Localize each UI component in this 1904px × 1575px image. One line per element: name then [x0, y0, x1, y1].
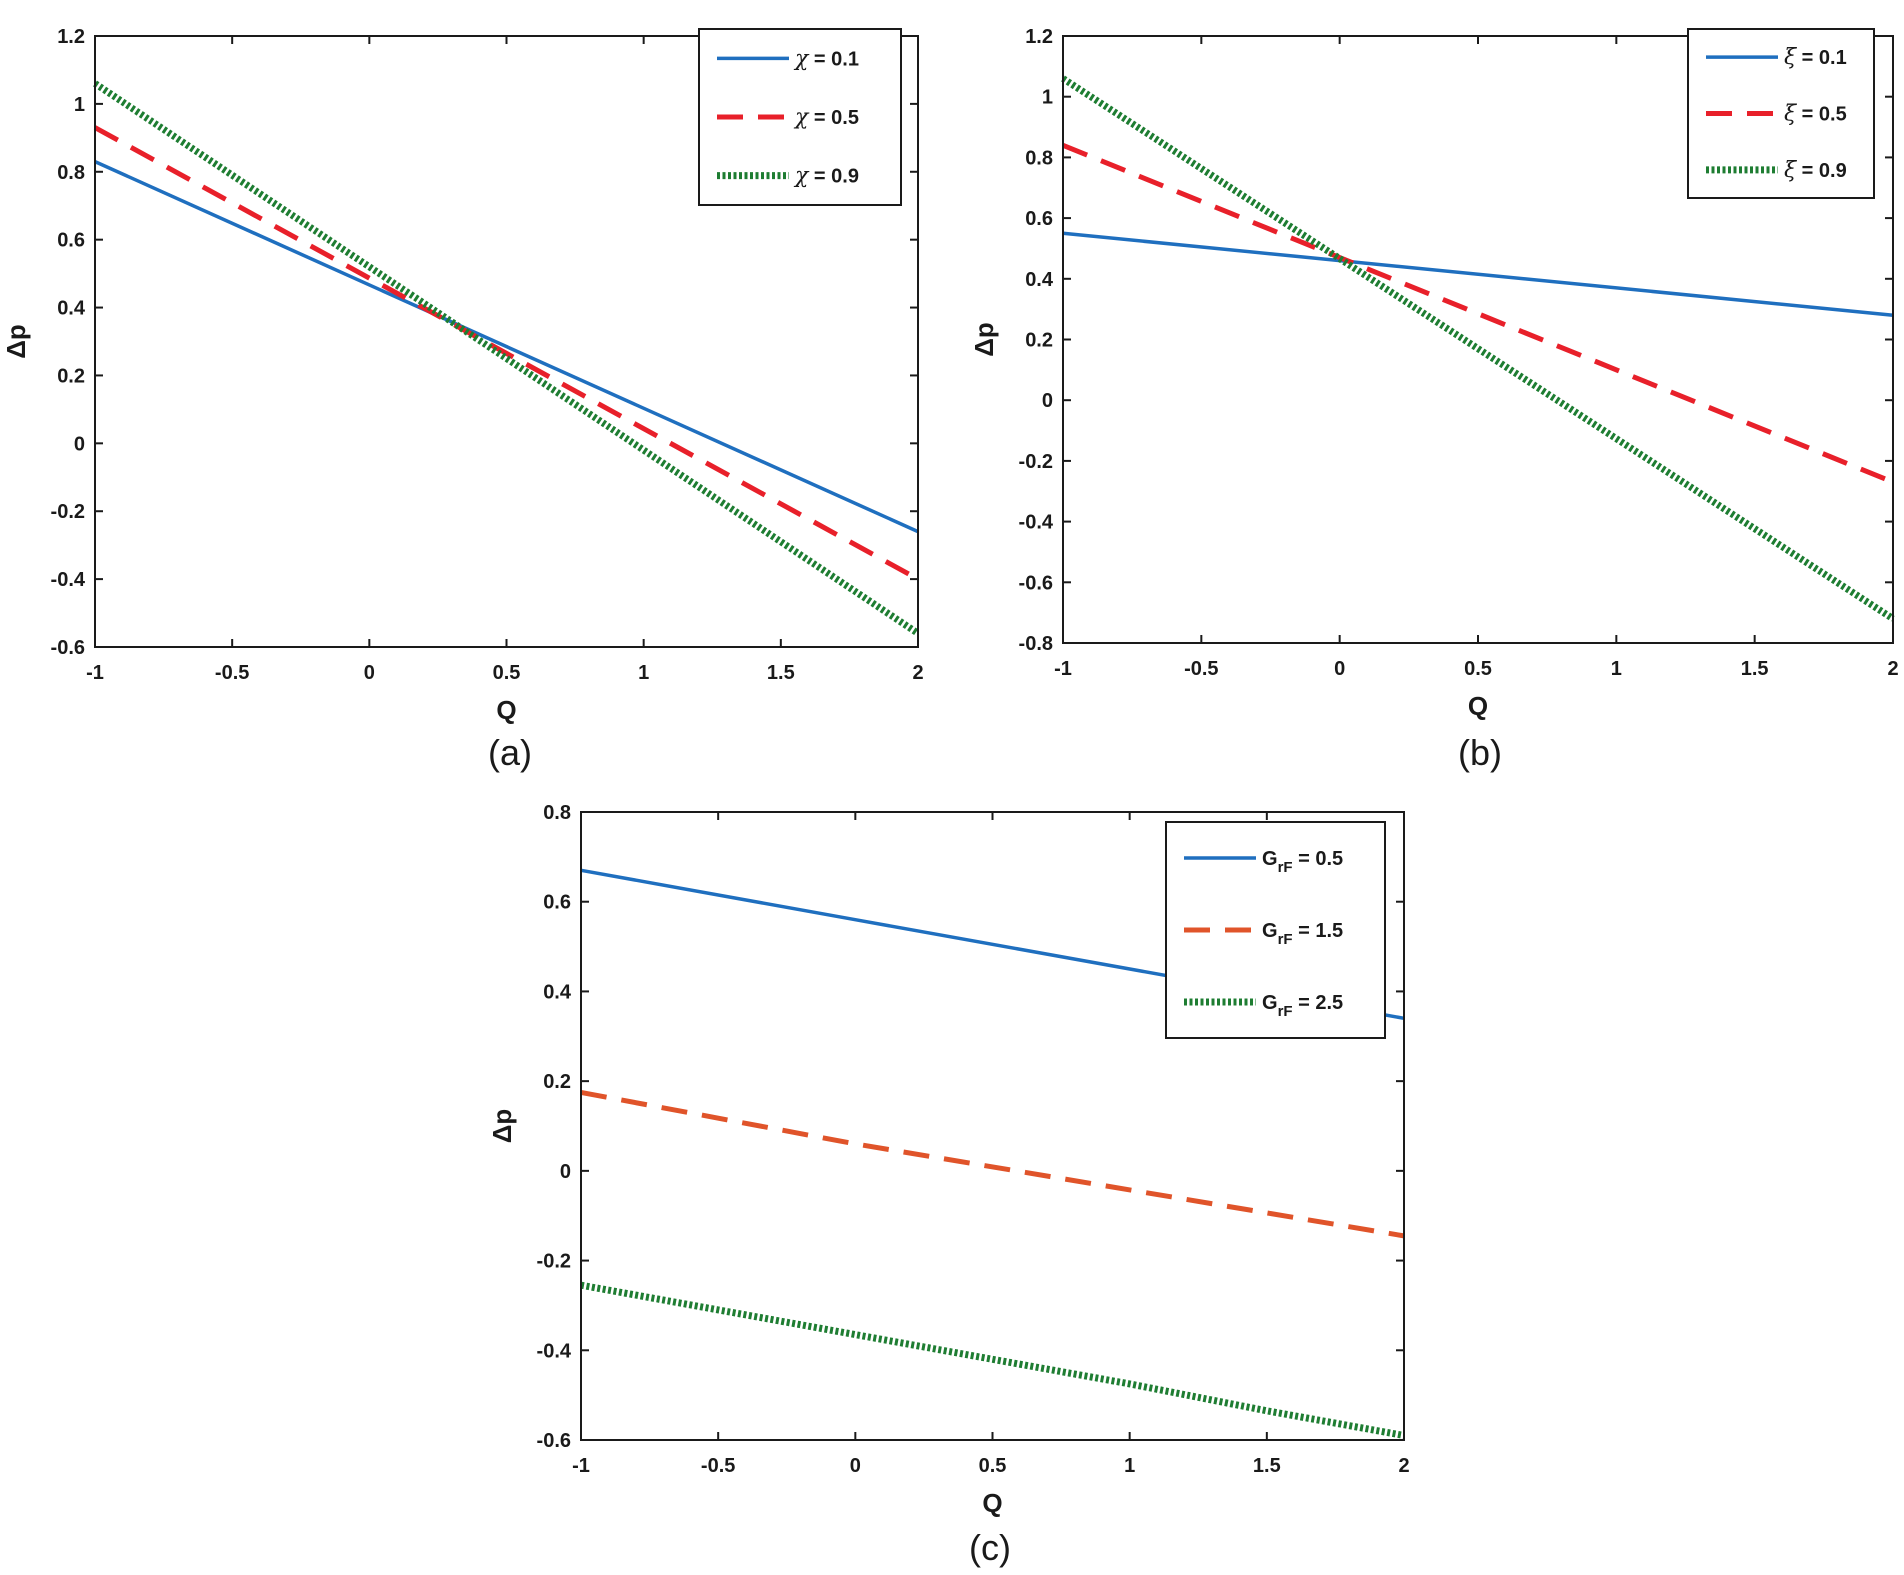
- y-tick-label: 0.2: [57, 365, 85, 387]
- x-tick-label: -0.5: [701, 1455, 735, 1477]
- panel-caption: (b): [1458, 732, 1502, 773]
- y-tick-label: -0.6: [537, 1430, 571, 1452]
- x-tick-label: 0: [364, 662, 375, 684]
- y-tick-label: -0.6: [51, 637, 85, 659]
- x-axis-label: Q: [496, 695, 516, 725]
- legend-label-1: GrF = 0.5: [1262, 848, 1343, 876]
- y-axis-label: Δp: [969, 322, 999, 357]
- y-tick-label: -0.6: [1019, 572, 1053, 594]
- y-axis-label: Δp: [1, 324, 31, 359]
- series-line-3: [1061, 75, 1895, 622]
- x-tick-label: 1.5: [1253, 1455, 1281, 1477]
- x-tick-label: 0.5: [979, 1455, 1007, 1477]
- panel-caption: (a): [488, 732, 532, 773]
- y-tick-label: 0: [560, 1161, 571, 1183]
- y-tick-label: 0.8: [1025, 147, 1053, 169]
- y-tick-label: 0.6: [1025, 208, 1053, 230]
- x-tick-label: -0.5: [1184, 658, 1218, 680]
- legend-label-1: ξ = 0.1: [1784, 45, 1847, 70]
- x-tick-label: 0: [1334, 658, 1345, 680]
- y-axis-label: Δp: [487, 1109, 517, 1144]
- series-line-2: [93, 125, 920, 582]
- legend-label-3: ξ = 0.9: [1784, 158, 1847, 183]
- x-axis-label: Q: [982, 1488, 1002, 1518]
- legend: GrF = 0.5 GrF = 1.5 GrF = 2.5: [1165, 821, 1386, 1039]
- x-tick-label: 1.5: [767, 662, 795, 684]
- chart-panel-a: -1 -0.5 0 0.5 1 1.5 2 -0.6 -0.4 -0.2 0 0.2 0.4 0.6 0.8…: [1, 26, 924, 773]
- y-tick-label: -0.4: [1019, 512, 1054, 534]
- series-line-2: [1062, 142, 1894, 485]
- y-tick-label: -0.8: [1019, 633, 1053, 655]
- series-line-2: [580, 1089, 1405, 1239]
- y-tick-label: -0.2: [537, 1251, 571, 1273]
- x-tick-label: 0.5: [1464, 658, 1492, 680]
- chart-panel-b: -1 -0.5 0 0.5 1 1.5 2 -0.8 -0.6 -0.4 -0.2 0 0.2 0.4 0.…: [969, 26, 1899, 773]
- y-tick-label: 0.8: [57, 162, 85, 184]
- legend-label-2: GrF = 1.5: [1262, 920, 1343, 948]
- legend: χ = 0.1 χ = 0.5 χ = 0.9: [698, 28, 902, 206]
- x-axis-label: Q: [1468, 691, 1488, 721]
- y-tick-label: -0.4: [537, 1340, 572, 1362]
- x-tick-label: 0.5: [493, 662, 521, 684]
- x-tick-label: 1: [1124, 1455, 1135, 1477]
- y-tick-label: 0.6: [57, 230, 85, 252]
- y-tick-label: 1: [74, 94, 85, 116]
- y-tick-label: 0.4: [57, 298, 86, 320]
- y-tick-label: 0.2: [1025, 330, 1053, 352]
- y-tick-label: 0.2: [543, 1071, 571, 1093]
- y-tick-label: 1.2: [57, 26, 85, 48]
- legend: ξ = 0.1 ξ = 0.5 ξ = 0.9: [1687, 28, 1875, 199]
- legend-label-1: χ = 0.1: [793, 46, 859, 71]
- x-tick-label: 2: [1887, 658, 1898, 680]
- y-tick-label: -0.2: [51, 501, 85, 523]
- y-tick-label: -0.2: [1019, 451, 1053, 473]
- series-line-3: [580, 1281, 1405, 1439]
- y-tick-label: 0: [74, 433, 85, 455]
- y-tick-label: 0.4: [543, 981, 572, 1003]
- chart-panel-c: -1 -0.5 0 0.5 1 1.5 2 -0.6 -0.4 -0.2 0 0.2 0.4 0.6 0.8…: [487, 802, 1410, 1568]
- y-tick-label: 0.6: [543, 892, 571, 914]
- series-line-1: [1062, 231, 1894, 317]
- y-tick-label: -0.4: [51, 569, 86, 591]
- x-tick-label: 1.5: [1741, 658, 1769, 680]
- x-tick-label: -0.5: [215, 662, 249, 684]
- y-tick-label: 1: [1042, 87, 1053, 109]
- x-tick-label: -1: [572, 1455, 590, 1477]
- legend-label-2: ξ = 0.5: [1784, 102, 1847, 127]
- legend-label-2: χ = 0.5: [793, 105, 859, 130]
- y-tick-label: 0.4: [1025, 269, 1054, 291]
- x-tick-label: 0: [850, 1455, 861, 1477]
- y-tick-label: 0: [1042, 390, 1053, 412]
- x-tick-label: -1: [86, 662, 104, 684]
- legend-label-3: GrF = 2.5: [1262, 992, 1343, 1020]
- legend-label-3: χ = 0.9: [793, 164, 859, 189]
- x-tick-label: 1: [638, 662, 649, 684]
- x-tick-label: 2: [1398, 1455, 1409, 1477]
- x-tick-label: 1: [1611, 658, 1622, 680]
- x-tick-label: 2: [912, 662, 923, 684]
- series-line-1: [94, 160, 919, 534]
- y-tick-label: 1.2: [1025, 26, 1053, 48]
- panel-caption: (c): [969, 1527, 1011, 1568]
- y-tick-label: 0.8: [543, 802, 571, 824]
- x-tick-label: -1: [1054, 658, 1072, 680]
